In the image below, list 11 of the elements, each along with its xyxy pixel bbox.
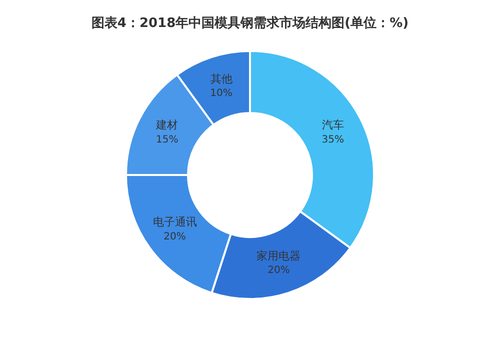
- slice-label: 建材: [155, 118, 178, 132]
- chart-title: 图表4：2018年中国模具钢需求市场结构图(单位：%): [90, 14, 410, 32]
- data-label: 35%: [322, 134, 344, 146]
- slice-label: 家用电器: [256, 249, 301, 262]
- slice-label: 电子通讯: [152, 216, 197, 229]
- data-label: 15%: [156, 134, 178, 146]
- slice-label: 汽车: [322, 118, 344, 132]
- data-label: 20%: [268, 265, 290, 276]
- data-label: 20%: [164, 231, 186, 242]
- slice-label: 其他: [210, 72, 232, 86]
- data-label: 10%: [210, 88, 232, 100]
